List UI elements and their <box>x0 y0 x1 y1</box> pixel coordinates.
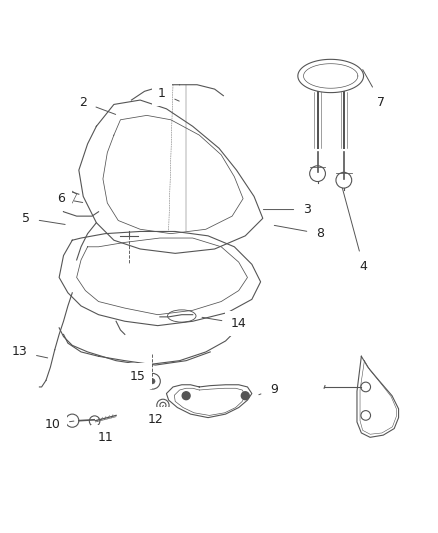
Text: 1: 1 <box>158 87 179 101</box>
Text: 11: 11 <box>97 427 114 444</box>
Text: 9: 9 <box>259 383 278 395</box>
Text: 12: 12 <box>148 405 163 426</box>
Text: 2: 2 <box>79 96 116 115</box>
Circle shape <box>182 392 190 400</box>
Text: 14: 14 <box>202 317 247 330</box>
Text: 3: 3 <box>263 203 311 216</box>
Text: 15: 15 <box>130 369 152 383</box>
Text: 13: 13 <box>12 345 48 358</box>
Text: 10: 10 <box>45 418 74 431</box>
Circle shape <box>150 378 155 384</box>
Text: 6: 6 <box>57 192 83 205</box>
Text: 7: 7 <box>363 70 385 109</box>
Circle shape <box>241 392 249 400</box>
Text: 8: 8 <box>274 225 324 240</box>
Text: 4: 4 <box>343 188 367 273</box>
Text: 5: 5 <box>22 212 65 225</box>
